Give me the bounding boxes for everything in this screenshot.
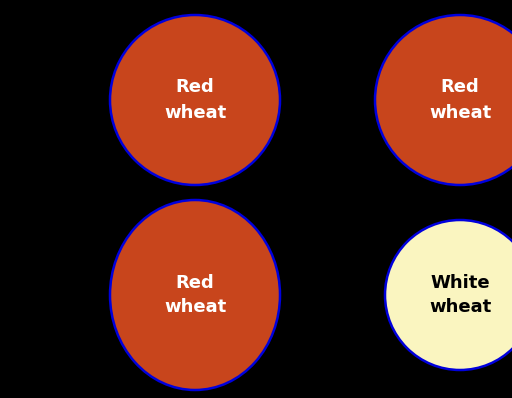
Text: White
wheat: White wheat [429, 273, 491, 316]
Ellipse shape [110, 200, 280, 390]
Text: Red
wheat: Red wheat [429, 78, 491, 121]
Ellipse shape [110, 15, 280, 185]
Ellipse shape [375, 15, 512, 185]
Text: Red
wheat: Red wheat [164, 78, 226, 121]
Ellipse shape [385, 220, 512, 370]
Text: Red
wheat: Red wheat [164, 273, 226, 316]
